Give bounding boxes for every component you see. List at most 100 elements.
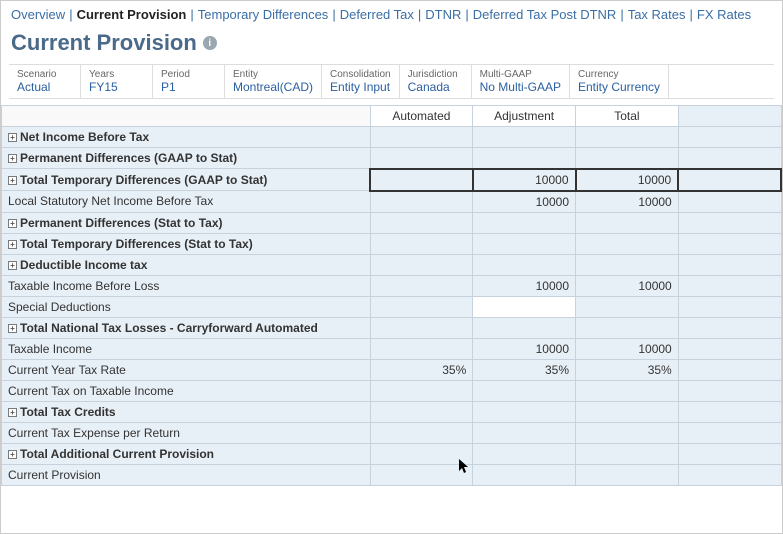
- filter-entity[interactable]: EntityMontreal(CAD): [225, 65, 322, 98]
- table-row: +Total National Tax Losses - Carryforwar…: [2, 317, 782, 338]
- filter-consolidation[interactable]: ConsolidationEntity Input: [322, 65, 400, 98]
- filter-currency[interactable]: CurrencyEntity Currency: [570, 65, 669, 98]
- row-label[interactable]: +Deductible Income tax: [2, 254, 371, 275]
- cell-adjustment[interactable]: [473, 464, 576, 485]
- expand-icon[interactable]: +: [8, 133, 17, 142]
- row-label[interactable]: Current Year Tax Rate: [2, 359, 371, 380]
- cell-adjustment[interactable]: [473, 233, 576, 254]
- cell-adjustment[interactable]: 10000: [473, 275, 576, 296]
- cell-total[interactable]: 10000: [576, 338, 679, 359]
- expand-icon[interactable]: +: [8, 324, 17, 333]
- expand-icon[interactable]: +: [8, 408, 17, 417]
- col-header-adjustment[interactable]: Adjustment: [473, 106, 576, 127]
- cell-adjustment[interactable]: [473, 443, 576, 464]
- row-label[interactable]: +Total Additional Current Provision: [2, 443, 371, 464]
- tab-current-provision[interactable]: Current Provision: [77, 7, 187, 22]
- expand-icon[interactable]: +: [8, 154, 17, 163]
- info-icon[interactable]: i: [203, 36, 217, 50]
- cell-automated[interactable]: [370, 317, 473, 338]
- row-label[interactable]: Special Deductions: [2, 296, 371, 317]
- expand-icon[interactable]: +: [8, 240, 17, 249]
- cell-adjustment[interactable]: [473, 380, 576, 401]
- tab-tax-rates[interactable]: Tax Rates: [628, 7, 686, 22]
- cell-automated[interactable]: [370, 254, 473, 275]
- filter-label: Entity: [233, 69, 313, 80]
- cell-adjustment[interactable]: 10000: [473, 191, 576, 213]
- filter-scenario[interactable]: ScenarioActual: [9, 65, 81, 98]
- cell-total[interactable]: 35%: [576, 359, 679, 380]
- cell-total[interactable]: [576, 317, 679, 338]
- cell-adjustment[interactable]: [473, 296, 576, 317]
- cell-automated[interactable]: [370, 422, 473, 443]
- row-label[interactable]: +Total Temporary Differences (GAAP to St…: [2, 169, 371, 191]
- tab-deferred-tax[interactable]: Deferred Tax: [340, 7, 414, 22]
- cell-automated[interactable]: [370, 275, 473, 296]
- cell-automated[interactable]: [370, 212, 473, 233]
- row-label[interactable]: Current Tax on Taxable Income: [2, 380, 371, 401]
- filter-years[interactable]: YearsFY15: [81, 65, 153, 98]
- tab-temporary-differences[interactable]: Temporary Differences: [198, 7, 329, 22]
- cell-automated[interactable]: [370, 338, 473, 359]
- cell-total[interactable]: [576, 464, 679, 485]
- row-label[interactable]: +Total Tax Credits: [2, 401, 371, 422]
- col-header-total[interactable]: Total: [576, 106, 679, 127]
- expand-icon[interactable]: +: [8, 219, 17, 228]
- cell-automated[interactable]: 35%: [370, 359, 473, 380]
- cell-total[interactable]: 10000: [576, 275, 679, 296]
- row-label[interactable]: +Net Income Before Tax: [2, 127, 371, 148]
- cell-total[interactable]: [576, 254, 679, 275]
- cell-adjustment[interactable]: [473, 212, 576, 233]
- table-row: Local Statutory Net Income Before Tax 100…: [2, 191, 782, 213]
- cell-automated[interactable]: [370, 233, 473, 254]
- col-header-automated[interactable]: Automated: [370, 106, 473, 127]
- cell-adjustment[interactable]: [473, 317, 576, 338]
- tab-deferred-tax-post-dtnr[interactable]: Deferred Tax Post DTNR: [473, 7, 617, 22]
- row-label[interactable]: Current Provision: [2, 464, 371, 485]
- filter-jurisdiction[interactable]: JurisdictionCanada: [400, 65, 472, 98]
- cell-total[interactable]: 10000: [576, 169, 679, 191]
- cell-adjustment[interactable]: [473, 127, 576, 148]
- cell-automated[interactable]: [370, 380, 473, 401]
- cell-automated[interactable]: [370, 401, 473, 422]
- cell-adjustment[interactable]: 10000: [473, 338, 576, 359]
- row-label[interactable]: +Permanent Differences (GAAP to Stat): [2, 148, 371, 169]
- cell-total[interactable]: [576, 401, 679, 422]
- filter-period[interactable]: PeriodP1: [153, 65, 225, 98]
- cell-adjustment[interactable]: [473, 254, 576, 275]
- cell-total[interactable]: [576, 233, 679, 254]
- row-label[interactable]: +Permanent Differences (Stat to Tax): [2, 212, 371, 233]
- cell-automated[interactable]: [370, 464, 473, 485]
- cell-total[interactable]: [576, 380, 679, 401]
- filter-multi-gaap[interactable]: Multi-GAAPNo Multi-GAAP: [472, 65, 570, 98]
- cell-adjustment[interactable]: 10000: [473, 169, 576, 191]
- row-label[interactable]: +Total Temporary Differences (Stat to Ta…: [2, 233, 371, 254]
- expand-icon[interactable]: +: [8, 450, 17, 459]
- tab-fx-rates[interactable]: FX Rates: [697, 7, 751, 22]
- cell-adjustment[interactable]: [473, 148, 576, 169]
- row-label[interactable]: Taxable Income: [2, 338, 371, 359]
- expand-icon[interactable]: +: [8, 176, 17, 185]
- cell-automated[interactable]: [370, 296, 473, 317]
- cell-automated[interactable]: [370, 443, 473, 464]
- row-label[interactable]: Taxable Income Before Loss: [2, 275, 371, 296]
- cell-total[interactable]: [576, 148, 679, 169]
- expand-icon[interactable]: +: [8, 261, 17, 270]
- cell-total[interactable]: [576, 443, 679, 464]
- cell-total[interactable]: [576, 422, 679, 443]
- cell-adjustment[interactable]: 35%: [473, 359, 576, 380]
- cell-automated[interactable]: [370, 148, 473, 169]
- cell-total[interactable]: [576, 212, 679, 233]
- cell-automated[interactable]: [370, 127, 473, 148]
- row-label[interactable]: Local Statutory Net Income Before Tax: [2, 191, 371, 213]
- row-label[interactable]: Current Tax Expense per Return: [2, 422, 371, 443]
- cell-adjustment[interactable]: [473, 422, 576, 443]
- cell-automated[interactable]: [370, 191, 473, 213]
- cell-total[interactable]: [576, 127, 679, 148]
- cell-total[interactable]: 10000: [576, 191, 679, 213]
- row-label[interactable]: +Total National Tax Losses - Carryforwar…: [2, 317, 371, 338]
- cell-total[interactable]: [576, 296, 679, 317]
- cell-automated[interactable]: [370, 169, 473, 191]
- tab-overview[interactable]: Overview: [11, 7, 65, 22]
- tab-dtnr[interactable]: DTNR: [425, 7, 461, 22]
- cell-adjustment[interactable]: [473, 401, 576, 422]
